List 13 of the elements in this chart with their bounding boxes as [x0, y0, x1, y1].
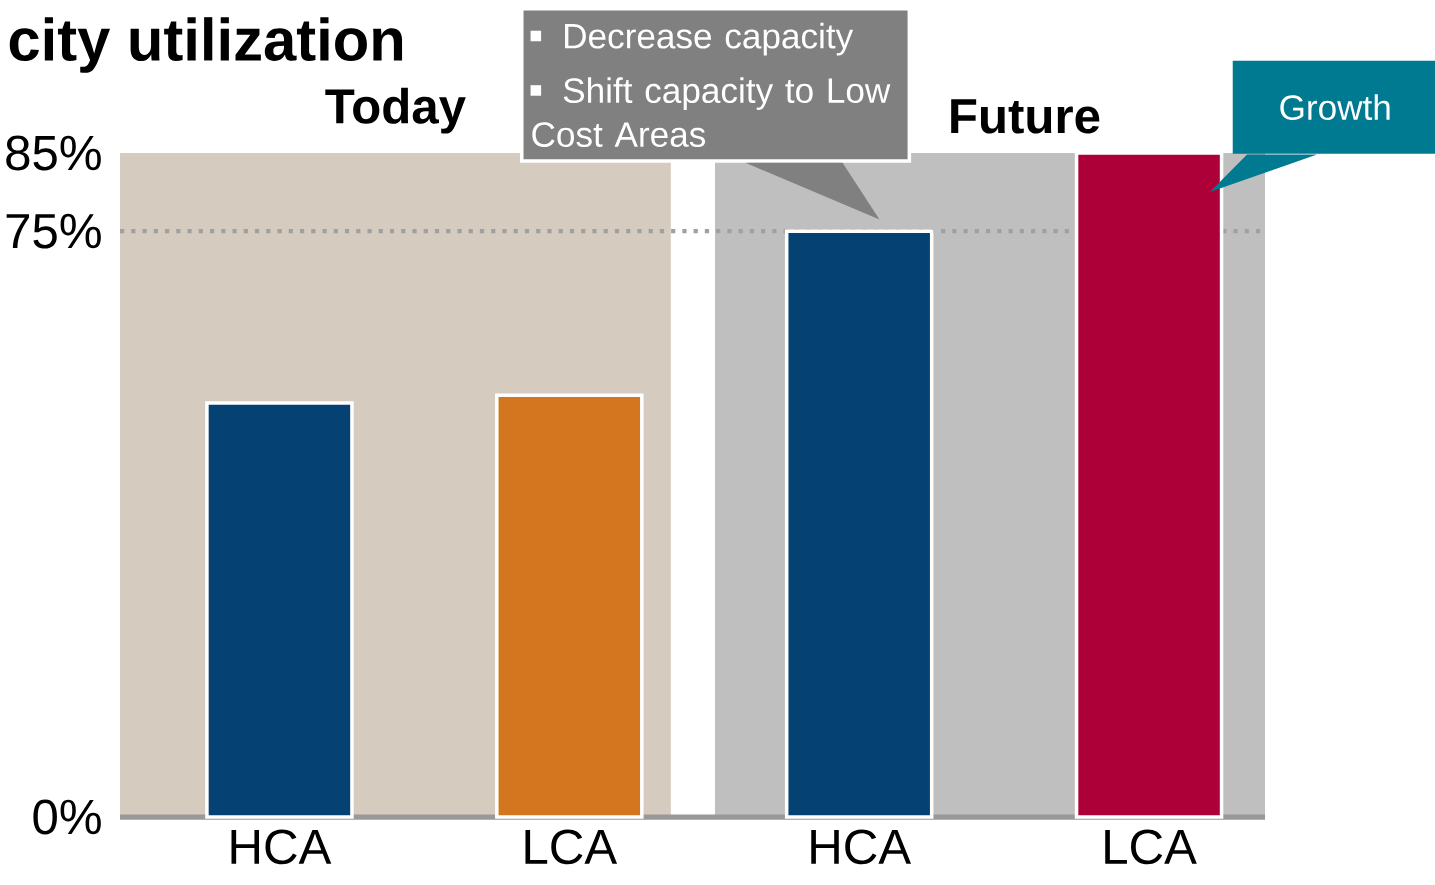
text: Decrease capacity	[565, 22, 854, 56]
y-tick-label: 0%	[33, 799, 101, 835]
x-tick-label: HCA	[231, 829, 332, 865]
text: Today	[325, 87, 466, 134]
y-tick-label: 85%	[6, 135, 101, 171]
y-tick-label: 75%	[6, 213, 101, 249]
x-tick-label: LCA	[1105, 829, 1197, 865]
x-tick-label: LCA	[525, 829, 618, 865]
text: Shift capacity to Low Cost Areas	[532, 77, 891, 148]
text: Growth	[1280, 94, 1390, 121]
x-tick-label: HCA	[811, 829, 912, 865]
text: Future	[951, 99, 1100, 134]
chart-title: city utilization	[9, 17, 403, 73]
